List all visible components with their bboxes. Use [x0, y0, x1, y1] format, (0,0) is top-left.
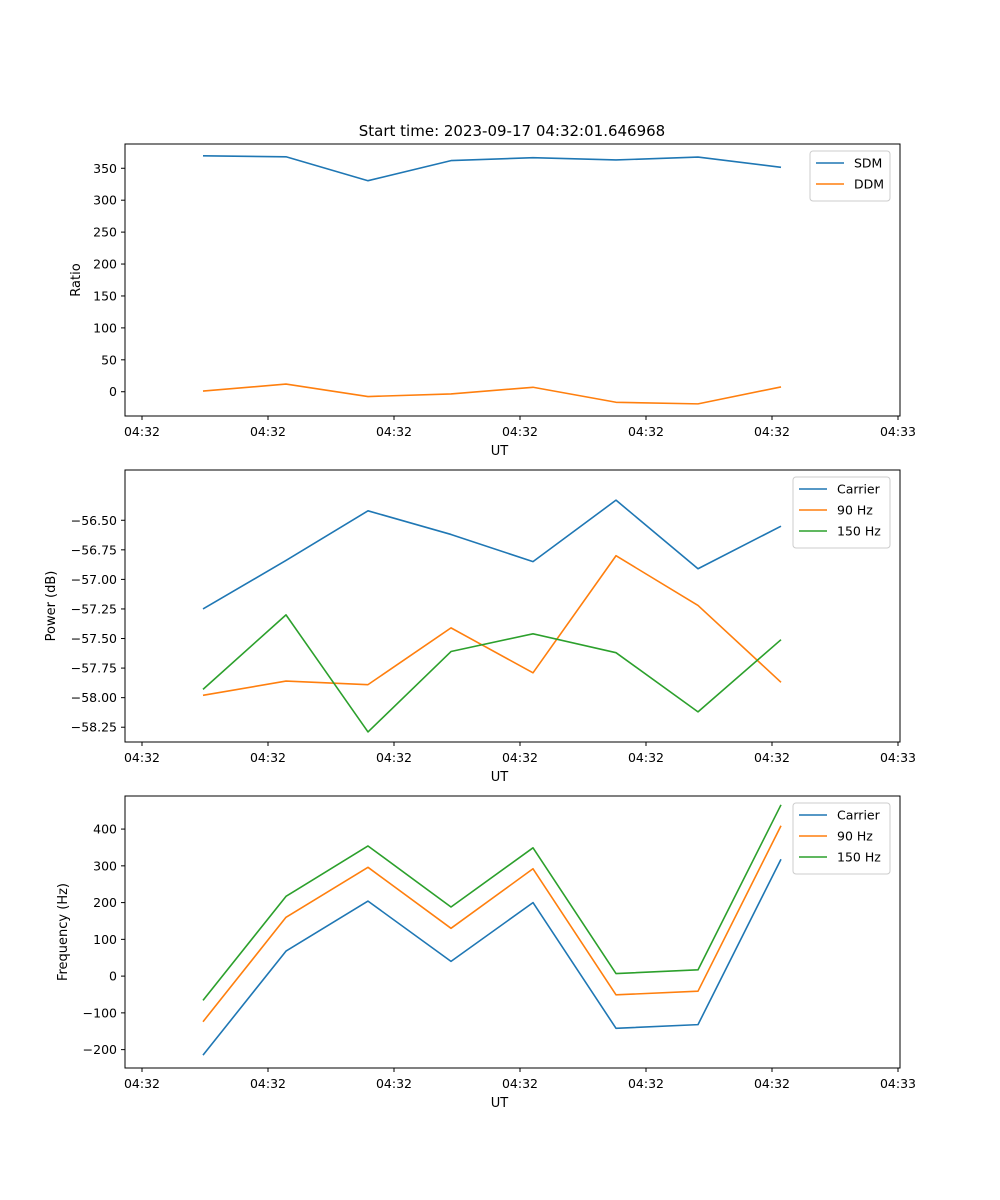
y-tick-label: −57.50 — [71, 631, 117, 646]
legend-label: 150 Hz — [837, 524, 881, 539]
chart-panels: 0 50 100 150 200 250 300 350 04:32 04:32 04:32 04:3… — [44, 143, 916, 1111]
x-tick-label: 04:32 — [502, 1076, 538, 1091]
x-tick-label: 04:32 — [376, 1076, 412, 1091]
y-axis-label: Frequency (Hz) — [56, 883, 71, 981]
chart-panel-3: −200 −100 0 100 200 300 400 04:32 04:32 04:32 04:3… — [56, 795, 916, 1111]
chart-panel-2: −58.25 −58.00 −57.75 −57.50 −57.25 −57.00 −56.… — [44, 469, 916, 785]
y-tick-label: 50 — [101, 352, 117, 367]
x-tick-label: 04:32 — [754, 424, 790, 439]
y-tick-label: −58.25 — [71, 720, 117, 735]
y-tick-label: −57.25 — [71, 601, 117, 616]
legend-label: Carrier — [837, 482, 881, 497]
legend-label: 90 Hz — [837, 503, 873, 518]
legend-label: Carrier — [837, 808, 881, 823]
y-tick-label: 100 — [93, 320, 117, 335]
x-axis-label: UT — [491, 1096, 509, 1111]
axes-frame — [124, 795, 901, 1069]
legend: SDM DDM — [809, 150, 891, 202]
y-tick-label: −57.75 — [71, 661, 117, 676]
y-tick-label: 350 — [93, 161, 117, 176]
x-tick-label: 04:32 — [628, 424, 664, 439]
axes-frame — [124, 469, 901, 743]
x-tick-label: 04:33 — [880, 424, 916, 439]
legend-label: 150 Hz — [837, 850, 881, 865]
x-tick-label: 04:32 — [376, 424, 412, 439]
chart-panel-1: 0 50 100 150 200 250 300 350 04:32 04:32 04:32 04:3… — [69, 143, 916, 459]
series-line-sdm — [202, 155, 782, 182]
y-tick-label: 0 — [109, 969, 117, 984]
x-tick-label: 04:32 — [124, 424, 160, 439]
legend-label: 90 Hz — [837, 829, 873, 844]
series-line-90-hz — [202, 554, 782, 697]
y-tick-label: 150 — [93, 288, 117, 303]
x-tick-label: 04:32 — [502, 424, 538, 439]
figure-title: Start time: 2023-09-17 04:32:01.646968 — [359, 122, 665, 140]
axes-frame — [124, 143, 901, 417]
y-tick-label: −56.50 — [71, 513, 117, 528]
y-tick-label: −56.75 — [71, 542, 117, 557]
x-axis-label: UT — [491, 770, 509, 785]
x-tick-label: 04:32 — [754, 1076, 790, 1091]
x-tick-label: 04:32 — [250, 424, 286, 439]
x-tick-label: 04:32 — [502, 750, 538, 765]
x-tick-label: 04:32 — [250, 1076, 286, 1091]
x-tick-label: 04:32 — [376, 750, 412, 765]
x-tick-label: 04:33 — [880, 750, 916, 765]
y-tick-label: −200 — [83, 1042, 117, 1057]
x-tick-label: 04:32 — [124, 750, 160, 765]
series-line-carrier — [202, 499, 782, 610]
legend: Carrier 90 Hz 150 Hz — [792, 802, 891, 875]
x-axis-label: UT — [491, 444, 509, 459]
x-tick-label: 04:32 — [754, 750, 790, 765]
series-line-carrier — [202, 858, 782, 1056]
legend: Carrier 90 Hz 150 Hz — [792, 476, 891, 549]
y-tick-label: 100 — [93, 932, 117, 947]
y-axis-label: Power (dB) — [44, 571, 59, 642]
y-tick-label: 300 — [93, 193, 117, 208]
y-tick-label: −57.00 — [71, 572, 117, 587]
y-axis-label: Ratio — [69, 263, 84, 296]
series-line-150-hz — [202, 804, 782, 1001]
y-tick-label: 300 — [93, 858, 117, 873]
legend-label: DDM — [854, 177, 884, 192]
x-tick-label: 04:33 — [880, 1076, 916, 1091]
y-tick-label: 200 — [93, 257, 117, 272]
x-tick-label: 04:32 — [628, 750, 664, 765]
y-tick-label: 400 — [93, 822, 117, 837]
legend-label: SDM — [854, 156, 882, 171]
x-tick-label: 04:32 — [250, 750, 286, 765]
x-tick-label: 04:32 — [124, 1076, 160, 1091]
series-line-90-hz — [202, 825, 782, 1023]
y-tick-label: 200 — [93, 895, 117, 910]
series-line-150-hz — [202, 614, 782, 733]
y-tick-label: −58.00 — [71, 690, 117, 705]
y-tick-label: −100 — [83, 1005, 117, 1020]
series-line-ddm — [202, 383, 782, 405]
y-tick-label: 0 — [109, 384, 117, 399]
y-tick-label: 250 — [93, 225, 117, 240]
x-tick-label: 04:32 — [628, 1076, 664, 1091]
